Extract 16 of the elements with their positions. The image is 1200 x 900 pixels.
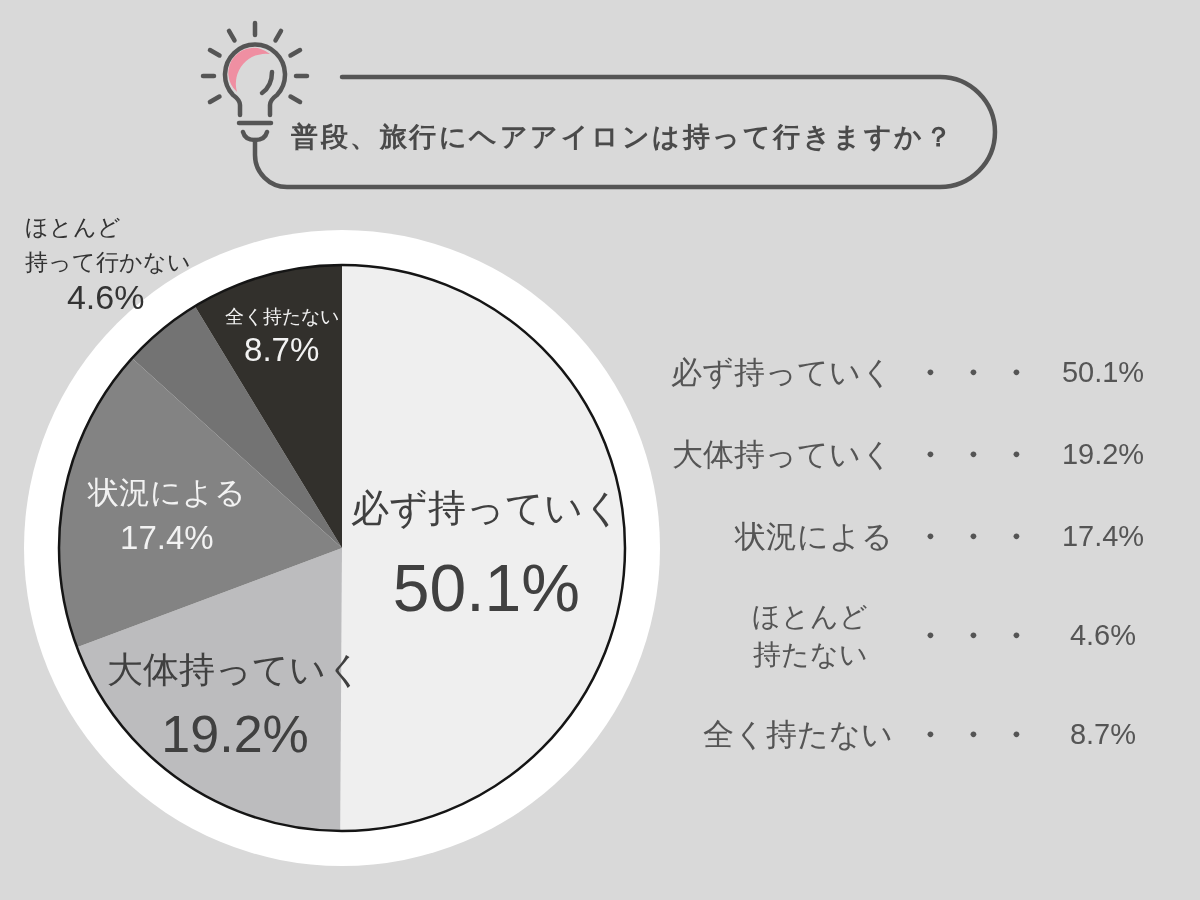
slice-label: 状況による <box>86 474 246 510</box>
data-label: 8.7% <box>244 331 320 369</box>
data-label: 4.6% <box>66 278 145 317</box>
text: ほとんど持たない ・ ・ ・ 4.6% <box>752 600 1137 670</box>
data-label: 17.4% <box>120 519 214 557</box>
slice-label: 全く持たない <box>224 305 339 327</box>
text: 大体持っていく ・ ・ ・ 19.2% <box>672 433 1145 475</box>
text: 状況による ・ ・ ・ 17.4% <box>734 515 1145 557</box>
slice-label: 大体持っていく <box>107 648 364 690</box>
text: 必ず持っていく ・ ・ ・ 50.1% <box>671 351 1145 393</box>
text: 全く持たない ・ ・ ・ 8.7% <box>703 713 1137 755</box>
data-label: 50.1% <box>392 551 580 626</box>
data-label: 19.2% <box>161 704 309 763</box>
slice-label: 必ず持っていく <box>350 487 622 530</box>
chart-title: 普段、旅行にヘアアイロンは持って行きますか？ <box>290 122 954 152</box>
slice-label: ほとんど持って行かない <box>25 214 192 276</box>
